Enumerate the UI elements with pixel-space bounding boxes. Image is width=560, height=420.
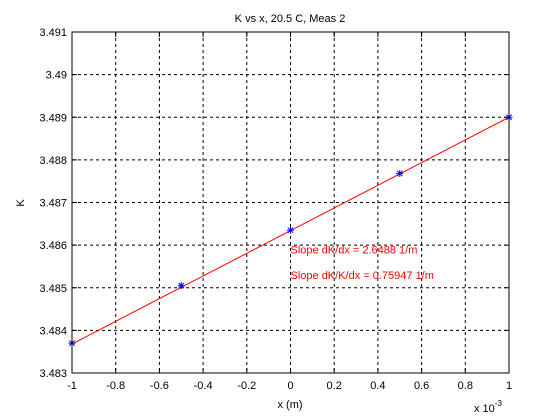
y-tick-label: 3.487 [39, 198, 67, 210]
x-tick-label: 0.6 [414, 380, 429, 392]
annotations: Slope dK/dx = 2.6488 1/m Slope dK/K/dx = … [291, 245, 434, 283]
y-tick-label: 3.488 [39, 155, 67, 167]
x-axis-label: x (m) [277, 399, 302, 411]
x-tick-label: -0.6 [150, 380, 169, 392]
x-tick-label: 1 [506, 380, 512, 392]
y-tick-label: 3.489 [39, 112, 67, 124]
y-tick-label: 3.483 [39, 368, 67, 380]
slope-annotation: Slope dK/K/dx = 0.75947 1/m [291, 270, 434, 282]
y-tick-label: 3.491 [39, 27, 67, 39]
x-tick-label: -0.2 [237, 380, 256, 392]
x-axis-multiplier-base: x 10 [474, 403, 495, 415]
x-tick-label: -0.8 [106, 380, 125, 392]
axis-ticks [71, 31, 510, 374]
x-tick-label: 0.2 [327, 380, 342, 392]
grid [72, 32, 509, 373]
data-point [396, 170, 404, 178]
y-tick-label: 3.49 [46, 70, 67, 82]
y-tick-label: 3.486 [39, 240, 67, 252]
x-tick-label: -0.4 [194, 380, 213, 392]
x-axis-multiplier: x 10-3 [474, 399, 502, 415]
y-tick-label: 3.484 [39, 325, 67, 337]
x-tick-label: 0.8 [458, 380, 473, 392]
x-tick-label: 0.4 [370, 380, 385, 392]
x-tick-label: -1 [67, 380, 77, 392]
x-axis-multiplier-exponent: -3 [495, 399, 503, 408]
slope-annotation: Slope dK/dx = 2.6488 1/m [291, 245, 418, 257]
y-axis-label: K [15, 199, 27, 207]
x-tick-label: 0 [287, 380, 293, 392]
chart-title: K vs x, 20.5 C, Meas 2 [235, 13, 346, 25]
data-point [287, 226, 294, 234]
plot-frame [71, 31, 510, 374]
tick-labels: -1 -0.8 -0.6 -0.4 -0.2 0 0.2 0.4 0.6 0.8 1 3.483 3.4… [39, 27, 512, 392]
data-point [177, 282, 185, 290]
y-tick-label: 3.485 [39, 283, 67, 295]
